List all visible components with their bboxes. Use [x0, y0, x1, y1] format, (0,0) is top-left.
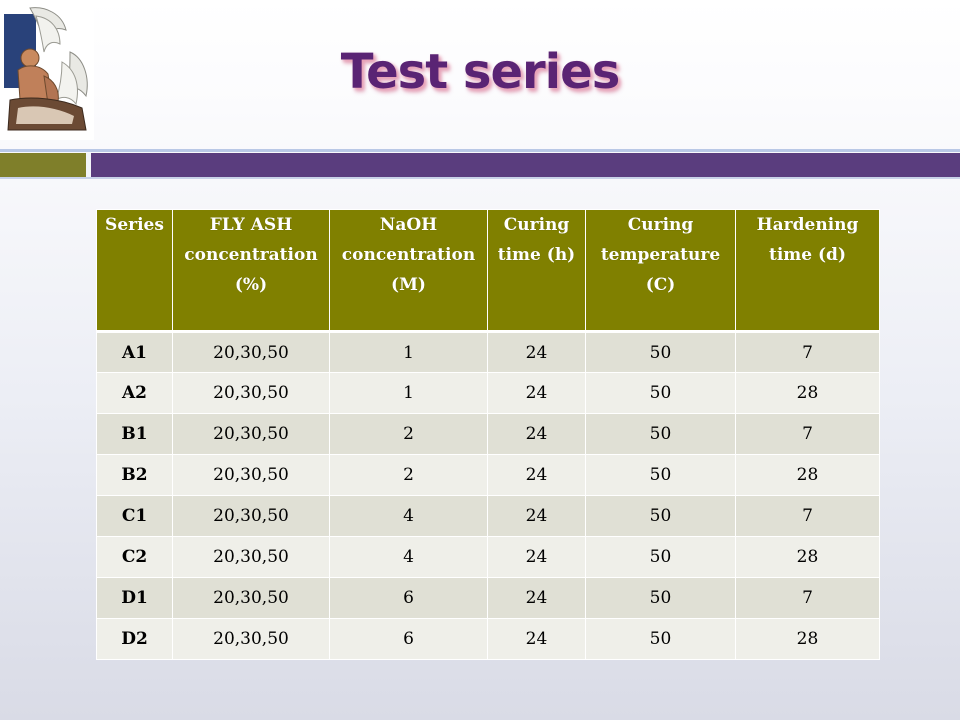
cell-curing-time: 24: [487, 618, 586, 660]
table-header-row: Series FLY ASH concentration (%) NaOH co…: [96, 209, 880, 333]
cell-naoh: 1: [329, 372, 488, 414]
header-band-right: [91, 153, 960, 177]
cell-naoh: 2: [329, 413, 488, 455]
header-series: Series: [96, 209, 173, 333]
header-band-bottom-line: [0, 177, 960, 179]
cell-curing-temperature: 50: [585, 577, 736, 619]
cell-fly-ash: 20,30,50: [172, 536, 330, 578]
cell-hardening-time: 7: [735, 577, 880, 619]
cell-curing-time: 24: [487, 536, 586, 578]
cell-hardening-time: 7: [735, 331, 880, 373]
cell-hardening-time: 28: [735, 454, 880, 496]
cell-series: C1: [96, 495, 173, 537]
cell-curing-temperature: 50: [585, 454, 736, 496]
cell-fly-ash: 20,30,50: [172, 454, 330, 496]
cell-fly-ash: 20,30,50: [172, 577, 330, 619]
cell-fly-ash: 20,30,50: [172, 413, 330, 455]
cell-curing-time: 24: [487, 413, 586, 455]
cell-fly-ash: 20,30,50: [172, 331, 330, 373]
cell-naoh: 2: [329, 454, 488, 496]
table-row: A2 20,30,50 1 24 50 28: [96, 372, 880, 414]
header-band-left: [0, 153, 86, 177]
cell-naoh: 4: [329, 495, 488, 537]
cell-curing-time: 24: [487, 454, 586, 496]
cell-fly-ash: 20,30,50: [172, 618, 330, 660]
cell-naoh: 4: [329, 536, 488, 578]
cell-curing-temperature: 50: [585, 495, 736, 537]
cell-hardening-time: 28: [735, 372, 880, 414]
cell-curing-temperature: 50: [585, 413, 736, 455]
cell-naoh: 6: [329, 577, 488, 619]
table-row: D1 20,30,50 6 24 50 7: [96, 577, 880, 619]
table-row: B1 20,30,50 2 24 50 7: [96, 413, 880, 455]
cell-fly-ash: 20,30,50: [172, 372, 330, 414]
cell-hardening-time: 7: [735, 495, 880, 537]
cell-naoh: 1: [329, 331, 488, 373]
cell-curing-temperature: 50: [585, 618, 736, 660]
cell-hardening-time: 28: [735, 536, 880, 578]
cell-hardening-time: 7: [735, 413, 880, 455]
table-row: C1 20,30,50 4 24 50 7: [96, 495, 880, 537]
cell-series: B1: [96, 413, 173, 455]
header-curing-time: Curing time (h): [487, 209, 586, 333]
cell-fly-ash: 20,30,50: [172, 495, 330, 537]
cell-naoh: 6: [329, 618, 488, 660]
cell-curing-time: 24: [487, 372, 586, 414]
header-naoh-concentration: NaOH concentration (M): [329, 209, 488, 333]
header-fly-ash-concentration: FLY ASH concentration (%): [172, 209, 330, 333]
cell-curing-time: 24: [487, 577, 586, 619]
cell-series: B2: [96, 454, 173, 496]
cell-curing-time: 24: [487, 495, 586, 537]
table-row: B2 20,30,50 2 24 50 28: [96, 454, 880, 496]
cell-series: A1: [96, 331, 173, 373]
cell-curing-temperature: 50: [585, 331, 736, 373]
greek-figure-with-wings-logo: [0, 0, 94, 140]
cell-hardening-time: 28: [735, 618, 880, 660]
header-band-top-line: [0, 149, 960, 152]
header-band-gap: [86, 153, 91, 177]
table-row: D2 20,30,50 6 24 50 28: [96, 618, 880, 660]
cell-series: A2: [96, 372, 173, 414]
table-row: C2 20,30,50 4 24 50 28: [96, 536, 880, 578]
cell-curing-time: 24: [487, 331, 586, 373]
table-row: A1 20,30,50 1 24 50 7: [96, 331, 880, 373]
cell-curing-temperature: 50: [585, 536, 736, 578]
cell-series: D1: [96, 577, 173, 619]
logo-graphic: [0, 0, 94, 140]
header-curing-temperature: Curing temperature (C): [585, 209, 736, 333]
test-series-table: Series FLY ASH concentration (%) NaOH co…: [96, 209, 880, 660]
cell-series: C2: [96, 536, 173, 578]
cell-series: D2: [96, 618, 173, 660]
slide-title: Test series: [340, 44, 621, 100]
header-hardening-time: Hardening time (d): [735, 209, 880, 333]
cell-curing-temperature: 50: [585, 372, 736, 414]
